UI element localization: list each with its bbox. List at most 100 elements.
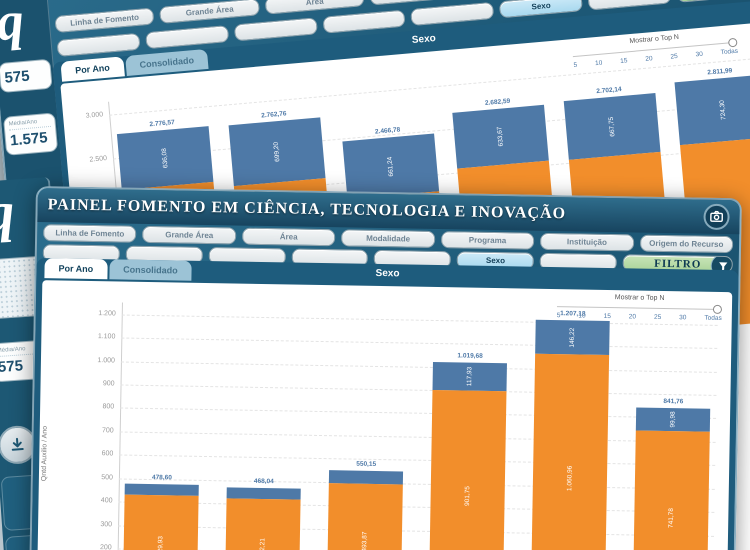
bar-segment-blue: 667,75 [563,93,661,160]
bar-segment-blue[interactable]: 117,93 [432,361,507,391]
camera-button[interactable] [703,203,730,231]
stat-value: 1.575 [9,129,49,150]
chart-card: Mostrar o Top N 5 10 15 20 25 30 Todas Qntd Au… [31,280,733,550]
bar-total-label: 1.019,68 [457,352,483,360]
gridline [118,478,715,490]
filter-button-area[interactable]: Área [241,227,336,247]
gridline [120,407,717,420]
back-window-sidebar: q Média/Ano 575 [0,176,78,550]
bar-total-label: 1.207,18 [560,310,586,318]
bar-total-label: 478,60 [151,473,172,482]
y-tick-label: 1.100 [97,333,116,341]
bar-segment-orange[interactable]: 429,93 [122,494,199,550]
cnpq-logo: q [0,0,27,53]
y-tick-label: 2.500 [89,155,108,164]
bar-segment-blue[interactable]: 99,98 [635,407,711,432]
y-tick-label: 800 [102,403,115,411]
gridline [119,431,716,443]
filter-row-2: Sexo FILTRO [42,244,733,274]
segment-value-label: 636,08 [160,147,170,168]
stacked-bar[interactable]: 117,93 901,75 [428,361,507,550]
filter-button-linha-de-fomento[interactable]: Linha de Fomento [54,7,155,34]
filter-button-empty[interactable] [322,9,407,34]
y-tick-label: 200 [99,544,112,550]
segment-value-label: 146,22 [568,327,577,348]
filtro-button[interactable]: FILTRO [622,254,733,274]
tab-consolidado[interactable]: Consolidado [109,259,192,281]
bar-segment-blue: 724,30 [674,73,750,146]
bar-segment-orange[interactable]: 493,87 [326,483,403,550]
stat-card: Média/Ano 1.575 [2,112,59,156]
stacked-bar[interactable]: 429,93 [122,483,199,550]
stat-value: 575 [3,67,31,87]
segment-value-label: 741,78 [667,508,675,529]
bar-total-label: 550,15 [356,460,377,469]
y-axis-line [116,302,123,550]
segment-value-label: 667,75 [607,116,617,137]
bar-segment-blue[interactable]: 146,22 [535,319,610,356]
cnpq-logo: q [0,180,17,245]
download-button[interactable] [0,424,38,466]
filter-button-area[interactable]: Área [264,0,365,15]
funnel-icon [710,254,733,274]
bar-segment-orange[interactable]: 741,78 [632,430,710,550]
filter-button-empty[interactable] [56,32,141,57]
y-tick-label: 1.200 [98,309,116,318]
filter-button-linha-de-fomento[interactable]: Linha de Fomento [43,224,137,243]
filter-button-modalidade[interactable]: Modalidade [341,229,435,248]
bar-segment-blue: 633,67 [452,104,549,169]
page-title: PAINEL FOMENTO EM CIÊNCIA, TECNOLOGIA E … [47,196,567,223]
stacked-bar[interactable]: 146,22 1.060,96 [530,319,610,550]
filter-button-origem-do-recurso[interactable]: Origem do Recurso [639,234,734,254]
filter-button-instituicao[interactable]: Instituição [540,232,634,252]
view-tabs: Por Ano Consolidado [44,258,192,281]
filter-button-empty[interactable] [233,17,318,42]
filter-button-grande-area[interactable]: Grande Área [142,225,237,245]
y-tick-label: 3.000 [85,111,104,120]
y-axis-title: Qntd Auxilio / Ano [40,425,49,482]
stacked-bar[interactable]: 493,87 [326,470,404,550]
window-titlebar: PAINEL FOMENTO EM CIÊNCIA, TECNOLOGIA E … [37,188,740,235]
segment-value-label: 1.060,96 [566,466,574,492]
segment-value-label: 99,98 [669,411,677,428]
foreground-window: PAINEL FOMENTO EM CIÊNCIA, TECNOLOGIA E … [23,186,742,550]
camera-icon [710,210,723,223]
segment-value-label: 633,67 [496,126,505,147]
gridline [121,337,718,350]
stacked-bar-chart: Qntd Auxilio / Ano1002003004005006007008… [32,280,732,550]
bar-segment-orange[interactable]: 1.060,96 [530,354,610,550]
gridline [121,314,718,326]
y-tick-label: 600 [101,450,114,458]
gridline [119,454,716,467]
tab-por-ano[interactable]: Por Ano [60,56,125,82]
y-tick-label: 300 [100,520,113,529]
y-tick-label: 500 [101,473,113,482]
segment-value-label: 661,24 [386,156,396,177]
filter-button-empty[interactable] [410,1,495,26]
segment-value-label: 117,93 [466,366,474,387]
filter-button-empty[interactable] [144,25,230,50]
bar-total-label: 841,76 [663,397,684,406]
download-icon [11,437,24,451]
bar-total-label: 468,04 [253,478,274,486]
bar-segment-blue: 699,20 [228,117,326,187]
bar-segment-orange[interactable]: 901,75 [428,389,507,550]
gridline [120,384,717,396]
stacked-bar[interactable]: 422,21 [224,487,301,550]
tab-por-ano[interactable]: Por Ano [44,258,108,280]
stacked-bar[interactable]: 99,98 741,78 [632,407,711,550]
segment-value-label: 724,30 [718,99,728,120]
segment-value-label: 493,87 [361,531,369,550]
stat-card: 575 [0,58,53,94]
sexo-filter-button[interactable]: Sexo [499,0,584,19]
gridline [120,361,717,373]
segment-value-label: 699,20 [272,141,282,163]
gridline [118,525,715,537]
segment-value-label: 429,93 [157,535,165,550]
filter-button-programa[interactable]: Programa [440,231,535,250]
gridline [118,501,715,514]
bar-segment-orange[interactable]: 422,21 [224,498,301,550]
filter-button-grande-area[interactable]: Grande Área [159,0,260,24]
y-tick-label: 700 [101,427,114,435]
